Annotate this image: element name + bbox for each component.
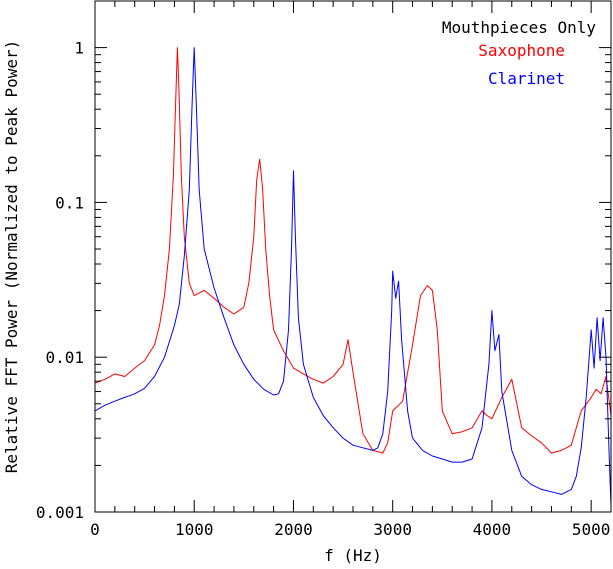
x-tick-label: 0 [90,520,100,539]
legend-entry-clarinet: Clarinet [488,69,565,88]
y-tick-label: 0.1 [55,193,84,212]
y-axis-title: Relative FFT Power (Normalized to Peak P… [2,40,21,473]
labels-layer: 0 1000 2000 3000 4000 5000 0.001 0.01 0.1 1 [36,39,611,539]
x-tick-label: 2000 [274,520,313,539]
x-axis-title: f (Hz) [324,546,382,565]
x-tick-label: 4000 [473,520,512,539]
legend-title: Mouthpieces Only [442,18,596,37]
x-tick-label: 5000 [572,520,611,539]
series-line-saxophone [95,47,611,454]
y-tick-label: 0.01 [45,348,84,367]
y-tick-label: 1 [74,39,84,58]
series-line-clarinet [95,47,611,506]
x-tick-label: 1000 [175,520,214,539]
plot-frame [94,0,612,513]
x-tick-label: 3000 [373,520,412,539]
y-tick-label: 0.001 [36,503,84,522]
series-layer [95,47,611,506]
legend-entry-saxophone: Saxophone [478,41,565,60]
